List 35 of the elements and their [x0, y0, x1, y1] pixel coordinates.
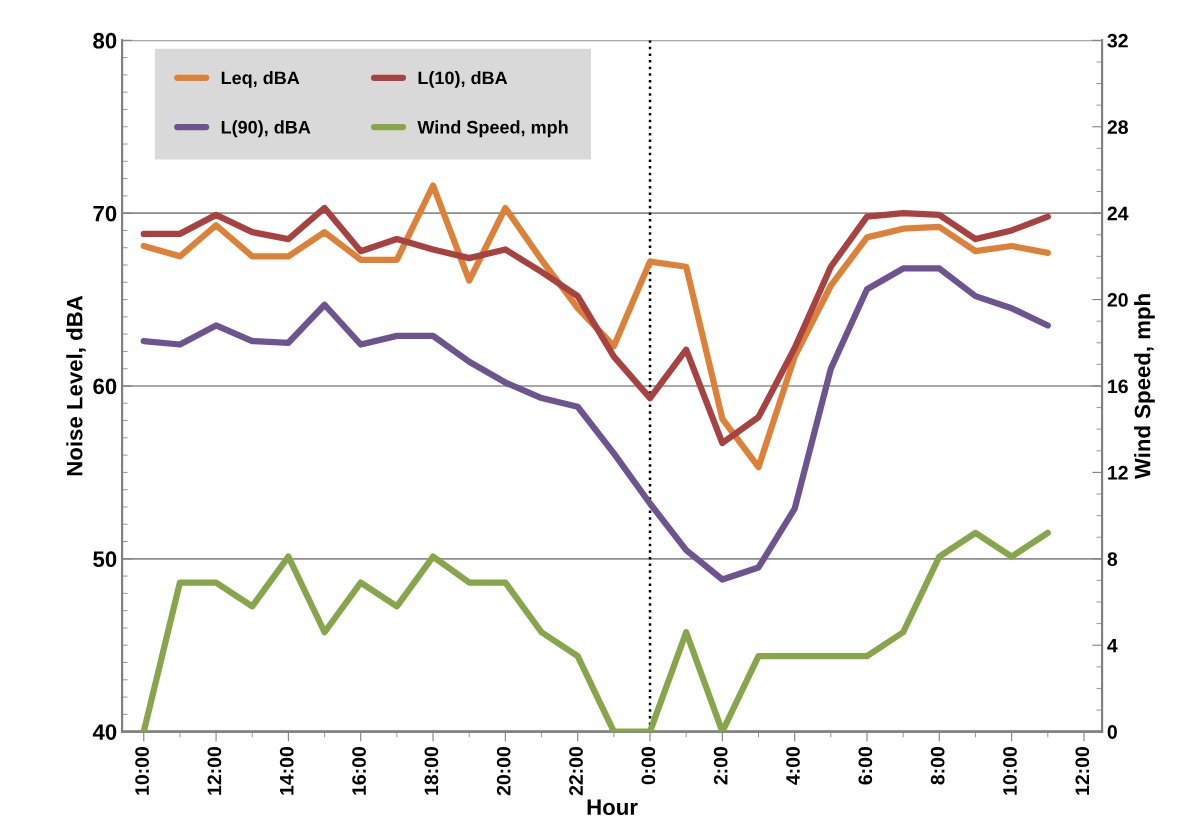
x-tick-label: 14:00: [279, 747, 294, 795]
x-tick-label: 0:00: [641, 747, 656, 785]
y-tick-label: 70: [93, 205, 117, 222]
x-tick-label: 10:00: [1003, 747, 1017, 795]
legend-label: L(90), dBA: [221, 120, 311, 138]
x-tick-label: 16:00: [352, 747, 366, 795]
y2-tick-label: 4: [1107, 638, 1118, 653]
y-tick-label: 80: [93, 32, 117, 49]
legend-label: Leq, dBA: [221, 71, 300, 88]
x-tick-label: 4:00: [786, 747, 800, 785]
x-tick-label: 22:00: [569, 747, 583, 796]
y2-tick-label: 32: [1107, 33, 1128, 48]
x-tick-label: 18:00: [424, 747, 439, 795]
y2-tick-label: 24: [1107, 206, 1129, 221]
x-tick-label: 10:00: [135, 747, 149, 795]
x-tick-label: 12:00: [1075, 747, 1090, 795]
y2-tick-label: 0: [1107, 725, 1117, 739]
y2-tick-label: 12: [1108, 465, 1128, 480]
x-tick-label: 20:00: [496, 747, 511, 796]
y2-tick-label: 28: [1107, 120, 1128, 134]
y2-tick-label: 20: [1107, 293, 1128, 307]
legend-label: L(10), dBA: [418, 71, 508, 88]
y2-tick-label: 16: [1108, 379, 1128, 394]
y-axis-title: Noise Level, dBA: [66, 295, 86, 476]
x-tick-label: 12:00: [207, 747, 222, 795]
y2-axis-title: Wind Speed, mph: [1134, 294, 1155, 480]
y2-tick-label: 8: [1107, 552, 1118, 567]
y-tick-label: 40: [92, 724, 117, 740]
legend-label: Wind Speed, mph: [417, 120, 568, 138]
x-tick-label: 2:00: [713, 747, 728, 785]
y-tick-label: 60: [93, 378, 117, 395]
x-tick-label: 8:00: [930, 747, 945, 785]
x-axis-title: Hour: [587, 799, 638, 816]
x-tick-label: 6:00: [858, 747, 873, 785]
y-tick-label: 50: [93, 551, 117, 568]
